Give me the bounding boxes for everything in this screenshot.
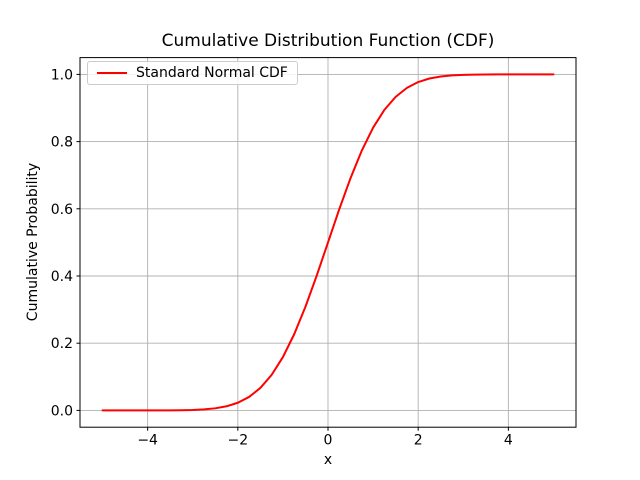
x-tick-label: 0 (324, 433, 333, 449)
y-tick-label: 0.0 (51, 403, 73, 419)
cdf-curve (101, 73, 555, 412)
x-axis-label: x (323, 452, 333, 468)
x-tick-label: −4 (137, 433, 158, 449)
y-tick-label: 0.6 (51, 202, 73, 218)
x-tick-label: 2 (414, 433, 423, 449)
legend: Standard Normal CDF (87, 61, 298, 85)
chart-title: Cumulative Distribution Function (CDF) (161, 31, 495, 51)
x-tick-label: −2 (227, 433, 248, 449)
y-tick-label: 0.2 (51, 336, 73, 352)
legend-label: Standard Normal CDF (136, 65, 288, 81)
y-tick-label: 0.8 (51, 135, 73, 151)
y-tick-label: 1.0 (51, 67, 73, 83)
legend-line-sample (97, 72, 127, 74)
x-tick-label: 4 (504, 433, 513, 449)
y-tick-label: 0.4 (51, 269, 73, 285)
y-axis-label: Cumulative Probability (25, 162, 41, 322)
